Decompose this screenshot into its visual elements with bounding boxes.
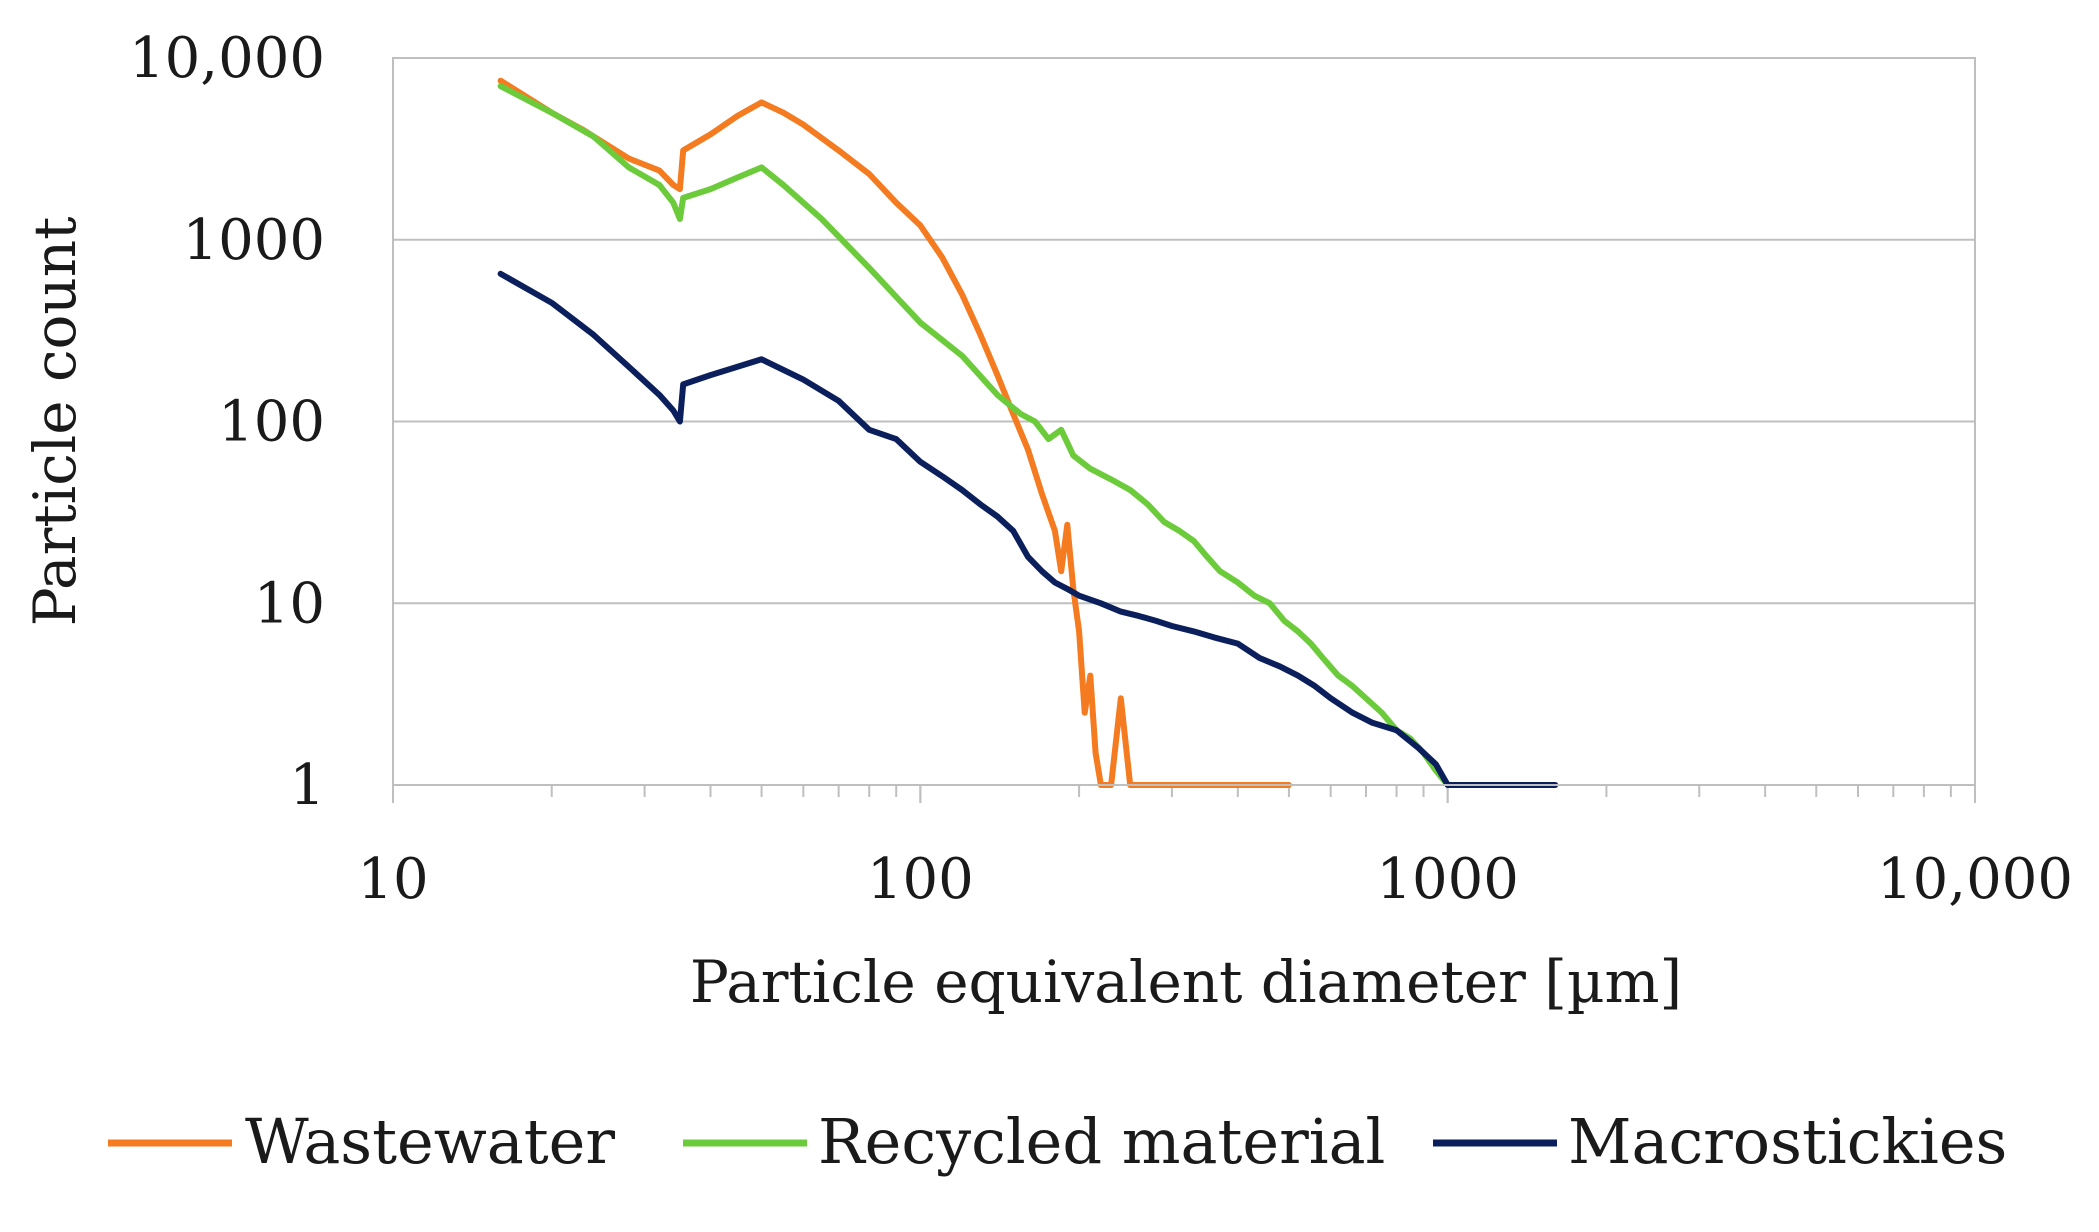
x-tick-labels: 10 100 1000 10,000	[357, 847, 2073, 912]
x-minor-ticks	[392, 785, 1976, 803]
legend: Wastewater Recycled material Macrostickies	[108, 1105, 2007, 1178]
x-tick-label: 10,000	[1877, 847, 2073, 912]
y-tick-labels: 1 10 100 1000 10,000	[129, 26, 325, 818]
y-axis-title: Particle count	[21, 217, 89, 627]
x-axis-title: Particle equivalent diameter [µm]	[690, 948, 1682, 1016]
series-line-wastewater	[497, 77, 1292, 788]
plot-area-border	[392, 57, 1976, 786]
y-tick-label: 100	[218, 390, 325, 455]
x-tick-label: 1000	[1376, 847, 1519, 912]
series-line-macrostickies	[497, 270, 1559, 788]
legend-label-wastewater: Wastewater	[245, 1105, 615, 1178]
y-tick-label: 1	[289, 753, 325, 818]
legend-label-macrostickies: Macrostickies	[1568, 1105, 2007, 1178]
legend-label-recycled-material: Recycled material	[818, 1105, 1385, 1178]
x-tick-label: 100	[867, 847, 974, 912]
y-tick-label: 10,000	[129, 26, 325, 91]
series-lines	[497, 77, 1559, 788]
series-line-recycled-material	[497, 83, 1451, 788]
y-tick-label: 1000	[182, 208, 325, 273]
y-tick-label: 10	[254, 571, 325, 636]
x-tick-label: 10	[357, 847, 428, 912]
